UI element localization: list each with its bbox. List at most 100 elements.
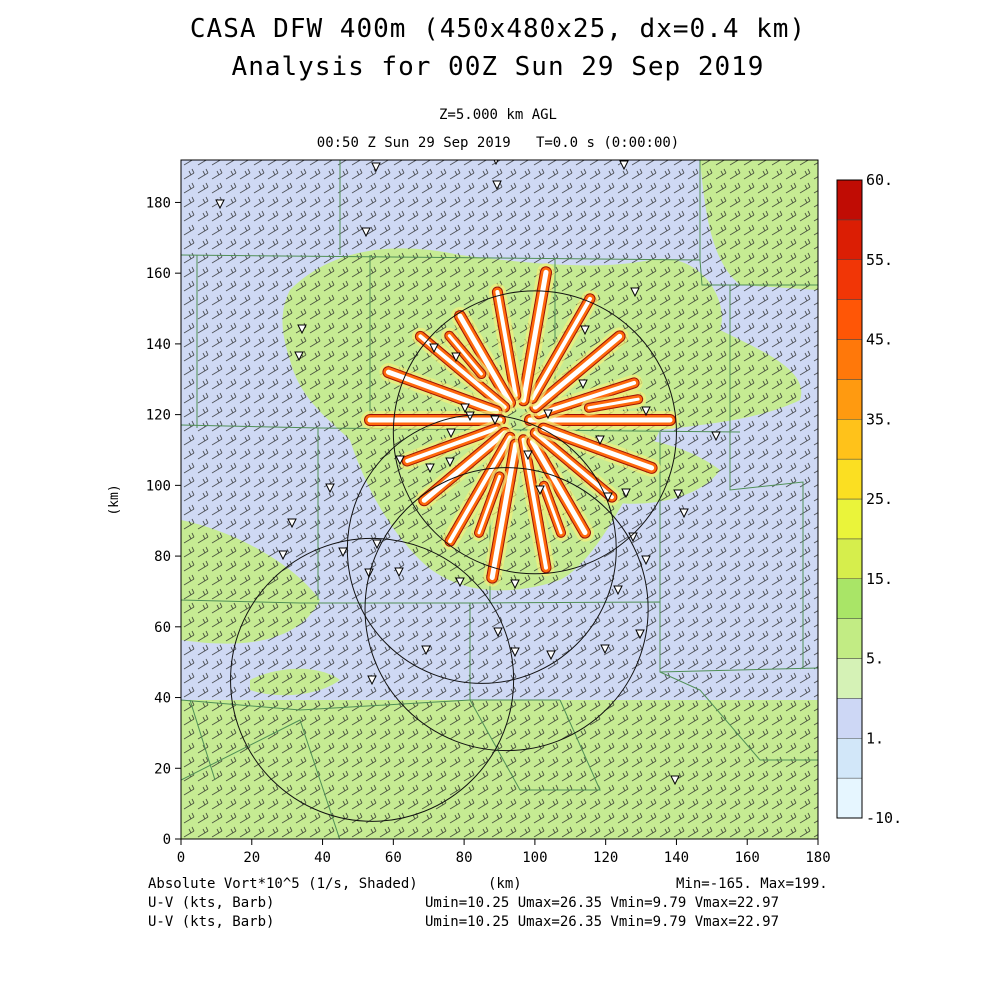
vortex-center (405, 426, 499, 463)
vortex-center (489, 442, 519, 581)
vortex-center (537, 380, 637, 416)
barb-stats-1: Umin=10.25 Umax=26.35 Vmin=9.79 Vmax=22.… (425, 895, 780, 911)
colorbar-label: 45. (866, 331, 893, 349)
station-marker (523, 450, 533, 461)
plot-area (181, 160, 818, 839)
station-marker (372, 539, 382, 550)
station-marker (371, 162, 381, 173)
vortex-center (448, 435, 512, 544)
radar-range-rings (230, 290, 677, 822)
vortex-center (421, 430, 508, 503)
station-marker (621, 488, 631, 499)
colorbar-label: 1. (866, 729, 884, 747)
colorbar-segment (836, 219, 863, 260)
colorbar-segment (836, 299, 863, 340)
county-boundary (189, 699, 216, 781)
county-boundary (729, 285, 804, 668)
colorbar-segment (836, 538, 863, 579)
x-tick-label: 0 (177, 850, 185, 866)
station-marker (338, 547, 348, 558)
vortex-center (457, 313, 513, 406)
colorbar-segment (836, 738, 863, 779)
station-marker (543, 409, 553, 420)
station-marker (287, 518, 297, 529)
y-tick-label: 60 (154, 620, 171, 636)
station-marker (215, 199, 225, 210)
x-tick-label: 180 (805, 850, 830, 866)
station-marker (595, 435, 605, 446)
field-label: Absolute Vort*10^5 (1/s, Shaded) (148, 876, 418, 892)
y-tick-label: 160 (146, 266, 171, 282)
county-boundary (181, 254, 818, 286)
barb-label-1: U-V (kts, Barb) (148, 895, 275, 911)
range-ring (230, 537, 515, 822)
min-max-label: Min=-165. Max=199. (676, 876, 828, 892)
y-axis-label: (km) (107, 484, 122, 515)
x-tick-label: 140 (664, 850, 689, 866)
station-marker (510, 579, 520, 590)
county-boundary (659, 671, 818, 761)
colorbar-segment (836, 498, 863, 540)
level-label: Z=5.000 km AGL (438, 107, 557, 123)
colorbar-segment (836, 777, 863, 819)
station-marker (465, 411, 475, 422)
plot-frame (180, 159, 819, 840)
station-marker (641, 555, 651, 566)
colorbar-segment (836, 698, 863, 739)
station-marker (460, 403, 470, 414)
vortex-center (521, 437, 548, 570)
vortex-center (533, 430, 614, 500)
x-tick-label: 20 (243, 850, 260, 866)
county-boundary (181, 719, 341, 839)
x-axis-unit: (km) (488, 876, 522, 892)
colorbar-label: 25. (866, 490, 893, 508)
station-marker (294, 351, 304, 362)
station-marker (635, 629, 645, 640)
county-boundary (181, 599, 818, 673)
station-marker (325, 483, 335, 494)
y-tick-label: 100 (146, 478, 171, 494)
station-marker (535, 485, 545, 496)
station-marker (670, 775, 680, 786)
colorbar-segment (836, 259, 863, 300)
station-marker (580, 325, 590, 336)
colorbar-label: 55. (866, 251, 893, 269)
colorbar-segment (836, 458, 863, 500)
y-tick-label: 80 (154, 549, 171, 565)
y-tick-label: 120 (146, 408, 171, 424)
barb-label-2: U-V (kts, Barb) (148, 914, 275, 930)
colorbar-segment (836, 419, 863, 460)
vortex-center (532, 333, 623, 410)
x-tick-label: 160 (735, 850, 760, 866)
y-tick-label: 0 (163, 832, 171, 848)
station-marker (546, 650, 556, 661)
station-marker (510, 647, 520, 658)
chart-title: CASA DFW 400m (450x480x25, dx=0.4 km) (189, 14, 807, 44)
x-tick-label: 120 (593, 850, 618, 866)
vortex-center (541, 426, 655, 471)
station-marker (364, 568, 374, 579)
vortex-center (477, 474, 501, 535)
x-axis-ticks: 0 20 40 60 80 100 120 140 160 180 (177, 839, 831, 866)
x-tick-label: 100 (522, 850, 547, 866)
vortex-center (530, 296, 592, 401)
station-marker (641, 406, 651, 417)
colorbar-label: 60. (866, 171, 893, 189)
x-tick-label: 80 (456, 850, 473, 866)
county-boundary (181, 424, 741, 433)
colorbar-segment (836, 618, 863, 659)
valid-time: 00:50 Z Sun 29 Sep 2019 (316, 135, 511, 151)
vortex-center (447, 334, 483, 376)
colorbar-frame (836, 179, 863, 819)
plot-border (180, 159, 819, 840)
station-marker (578, 379, 588, 390)
station-marker (446, 428, 456, 439)
vortex-center (530, 439, 588, 536)
range-ring (392, 290, 677, 575)
range-ring (364, 467, 649, 752)
station-marker (278, 550, 288, 561)
elapsed-time: T=0.0 s (0:00:00) (535, 135, 680, 151)
x-tick-label: 40 (314, 850, 331, 866)
vortex-center (385, 369, 499, 414)
station-marker (493, 627, 503, 638)
